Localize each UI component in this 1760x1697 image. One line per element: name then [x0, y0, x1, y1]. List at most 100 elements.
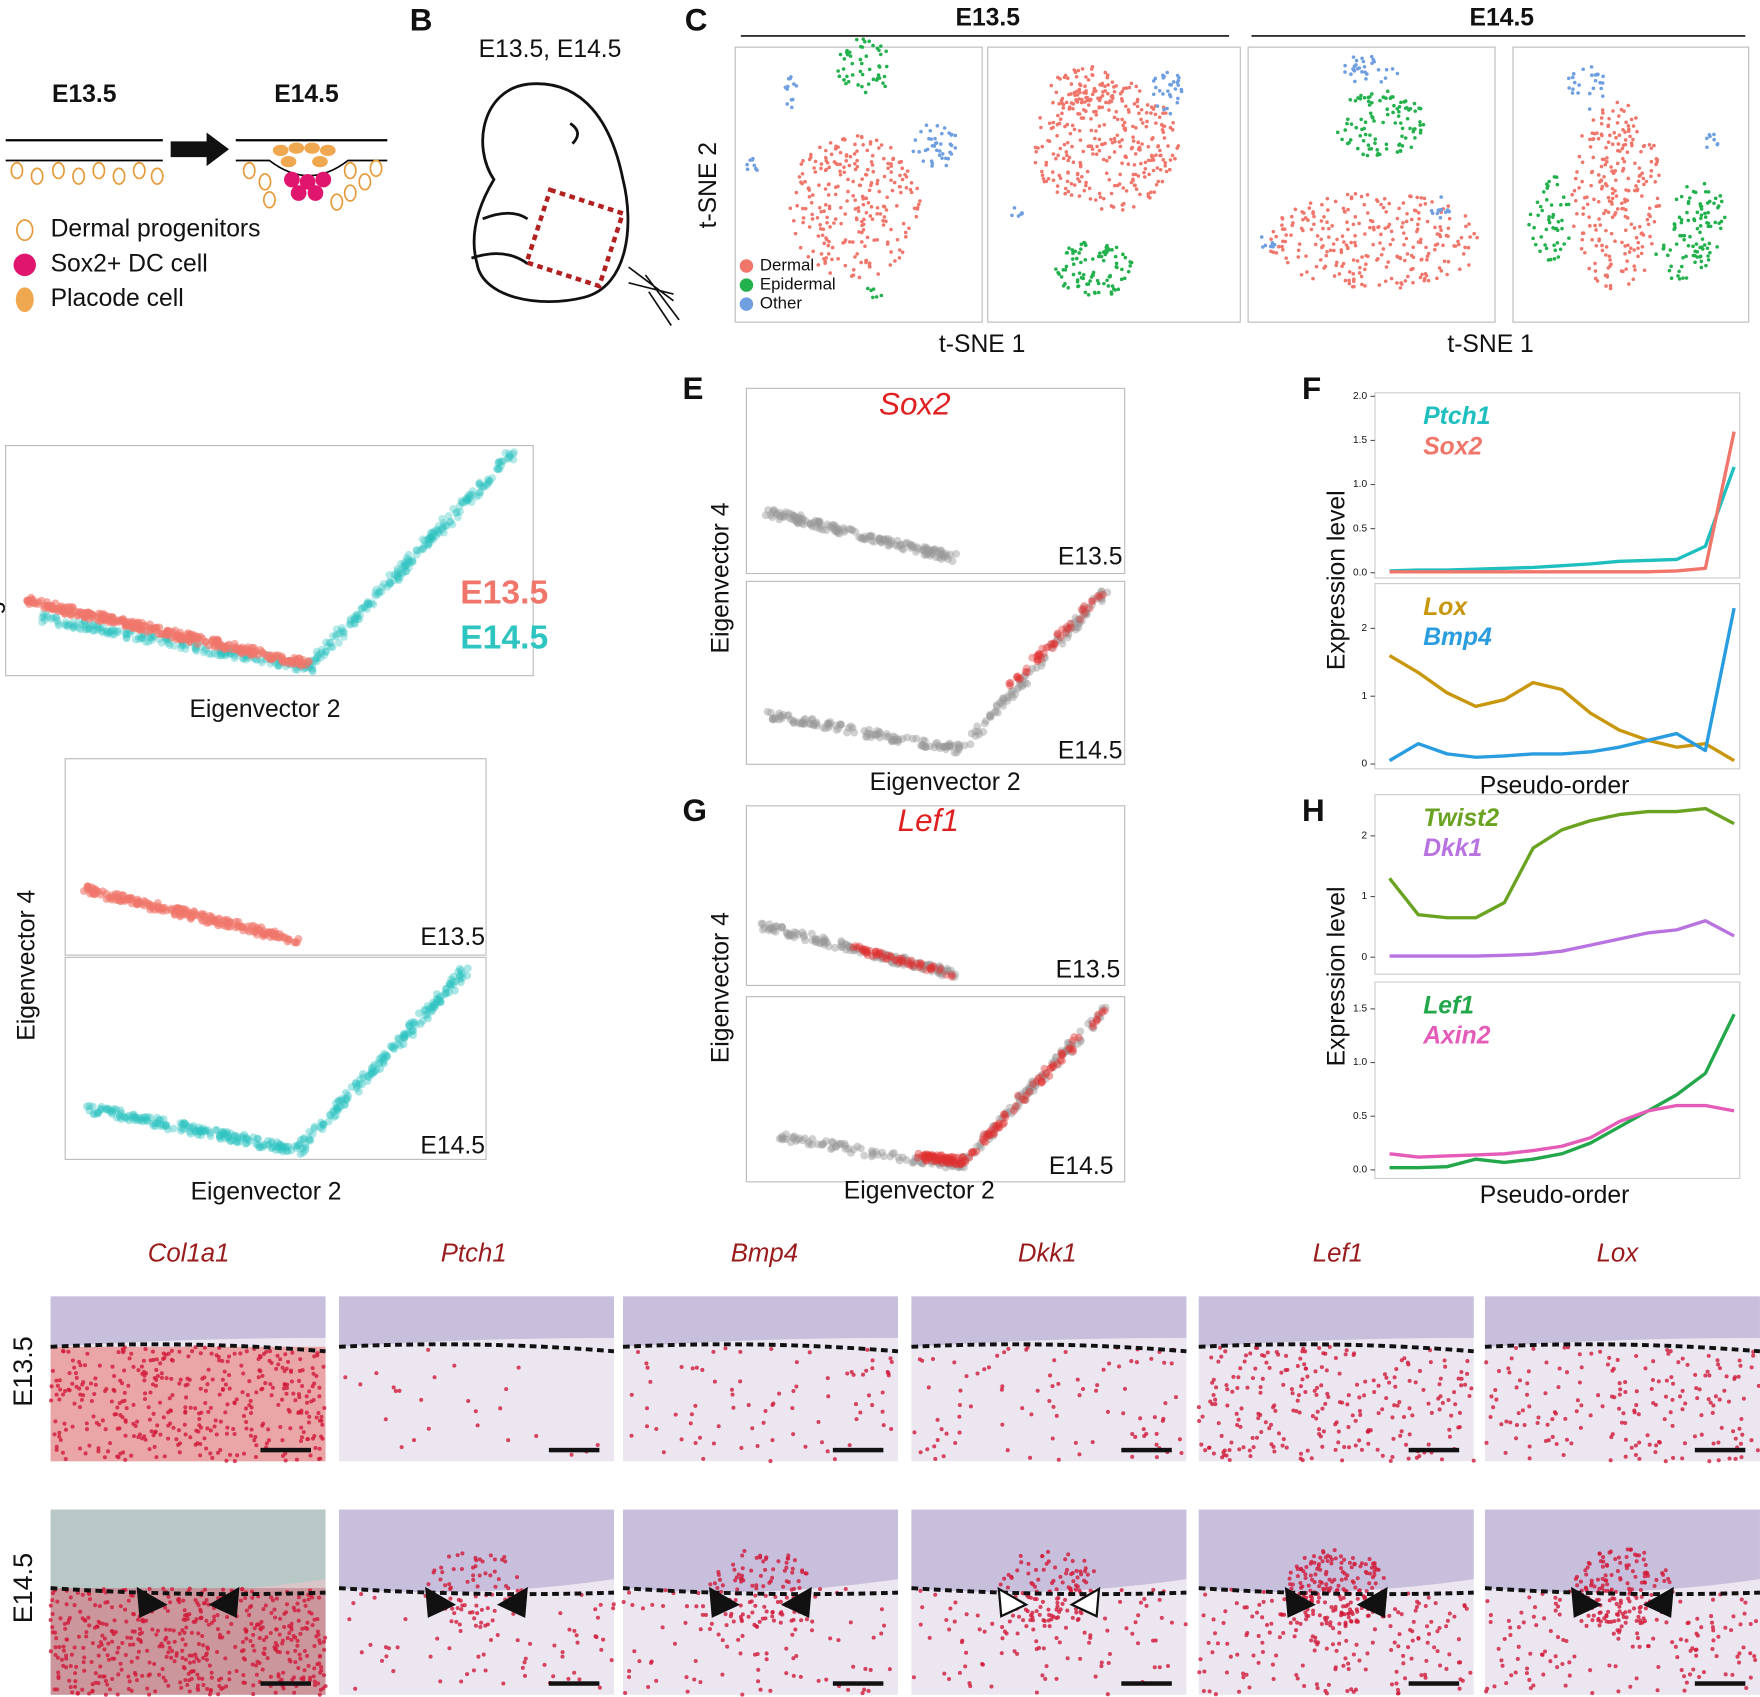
cell-point — [1345, 220, 1349, 225]
cell-point — [1361, 138, 1366, 143]
plot-frame — [64, 956, 487, 1160]
cell-point — [759, 925, 767, 934]
cell-point — [914, 214, 919, 219]
stain-dot — [1300, 1458, 1305, 1463]
embryo-limb — [471, 211, 529, 265]
cell-point — [899, 190, 903, 195]
cell-point — [40, 616, 49, 625]
cell-point — [1687, 196, 1692, 200]
stain-dot — [807, 1350, 812, 1355]
stain-dot — [1313, 1369, 1318, 1374]
cell-point — [1121, 201, 1126, 206]
cell-point — [1402, 231, 1406, 235]
cell-point — [1589, 183, 1593, 188]
cell-point — [1351, 222, 1356, 227]
cell-point — [1345, 141, 1350, 146]
stain-dot — [1323, 1401, 1328, 1406]
cell-point — [1416, 211, 1421, 215]
stain-dot — [238, 1351, 243, 1356]
cell-point — [1626, 243, 1630, 248]
cell-point — [1071, 102, 1076, 106]
cell-point — [1136, 140, 1140, 145]
cell-point — [1127, 110, 1131, 114]
cell-point — [1361, 152, 1365, 157]
cell-point — [1376, 68, 1381, 72]
stain-dot — [188, 1435, 193, 1440]
cell-point — [1472, 231, 1476, 236]
cell-point — [1384, 67, 1389, 72]
stain-dot — [1231, 1374, 1236, 1379]
stain-dot — [73, 1371, 78, 1376]
cell-point — [1099, 254, 1104, 259]
cell-point — [798, 245, 803, 250]
stain-dot — [1077, 1452, 1082, 1457]
cell-point — [1621, 166, 1626, 171]
cell-point — [1599, 116, 1604, 120]
cell-point — [911, 149, 916, 154]
stain-dot — [711, 1349, 716, 1354]
cell-point — [241, 655, 250, 664]
cell-point — [321, 647, 330, 656]
stain-dot — [231, 1426, 236, 1432]
stain-dot — [1357, 1395, 1362, 1400]
cell-point — [1606, 140, 1611, 144]
cell-point — [1088, 197, 1093, 201]
stain-dot — [755, 1444, 760, 1449]
cell-point — [97, 1104, 106, 1113]
cell-point — [1086, 78, 1091, 82]
cell-point — [1397, 206, 1401, 211]
cell-point — [803, 206, 808, 211]
cell-point — [885, 195, 889, 200]
cell-point — [1654, 252, 1658, 257]
cell-point — [882, 174, 887, 179]
stain-dot — [67, 1388, 72, 1393]
cell-point — [1349, 122, 1354, 126]
cell-point — [1633, 161, 1637, 166]
cell-point — [789, 105, 794, 110]
stain-dot — [1129, 1359, 1134, 1364]
cell-point — [1573, 198, 1578, 203]
cell-point — [77, 620, 85, 629]
stain-dot — [738, 1379, 743, 1384]
cell-point — [1417, 106, 1421, 110]
cell-point — [168, 630, 177, 639]
stain-dot — [148, 1390, 153, 1395]
cell-point — [1084, 75, 1088, 79]
cell-point — [1379, 202, 1383, 207]
stain-dot — [1256, 1411, 1261, 1416]
x-axis-label: Pseudo-order — [1480, 1182, 1630, 1209]
cell-point — [1066, 189, 1071, 194]
stain-dot — [1196, 1405, 1201, 1410]
stain-dot — [1238, 1366, 1243, 1371]
cell-point — [337, 627, 346, 635]
cell-point — [1040, 169, 1044, 174]
cell-point — [320, 651, 329, 660]
cell-point — [1420, 272, 1424, 277]
plot-frame — [5, 445, 534, 677]
cell-point — [1614, 135, 1618, 140]
cell-point — [350, 613, 359, 621]
cell-point — [904, 235, 908, 239]
stain-dot — [648, 1379, 653, 1384]
stain-dot — [111, 1387, 116, 1392]
cell-point — [803, 179, 807, 184]
stain-dot — [1179, 1450, 1184, 1456]
cell-point — [1591, 118, 1596, 122]
cell-point — [442, 522, 451, 530]
cell-point — [1280, 217, 1285, 221]
cell-point — [1685, 210, 1689, 215]
stain-dot — [1404, 1442, 1409, 1447]
cell-point — [1375, 153, 1380, 157]
y-tick-label: 1.0 — [1353, 1057, 1367, 1068]
stain-dot — [858, 1410, 863, 1415]
stain-dot — [317, 1385, 322, 1390]
stain-dot — [1319, 1365, 1324, 1370]
stain-dot — [730, 1392, 735, 1397]
cell-point — [444, 512, 453, 520]
cell-point — [418, 535, 427, 544]
cell-point — [445, 988, 454, 997]
stain-dot — [694, 1365, 699, 1370]
cell-point — [1050, 170, 1055, 174]
stain-dot — [693, 1440, 698, 1446]
cell-point — [378, 583, 386, 592]
